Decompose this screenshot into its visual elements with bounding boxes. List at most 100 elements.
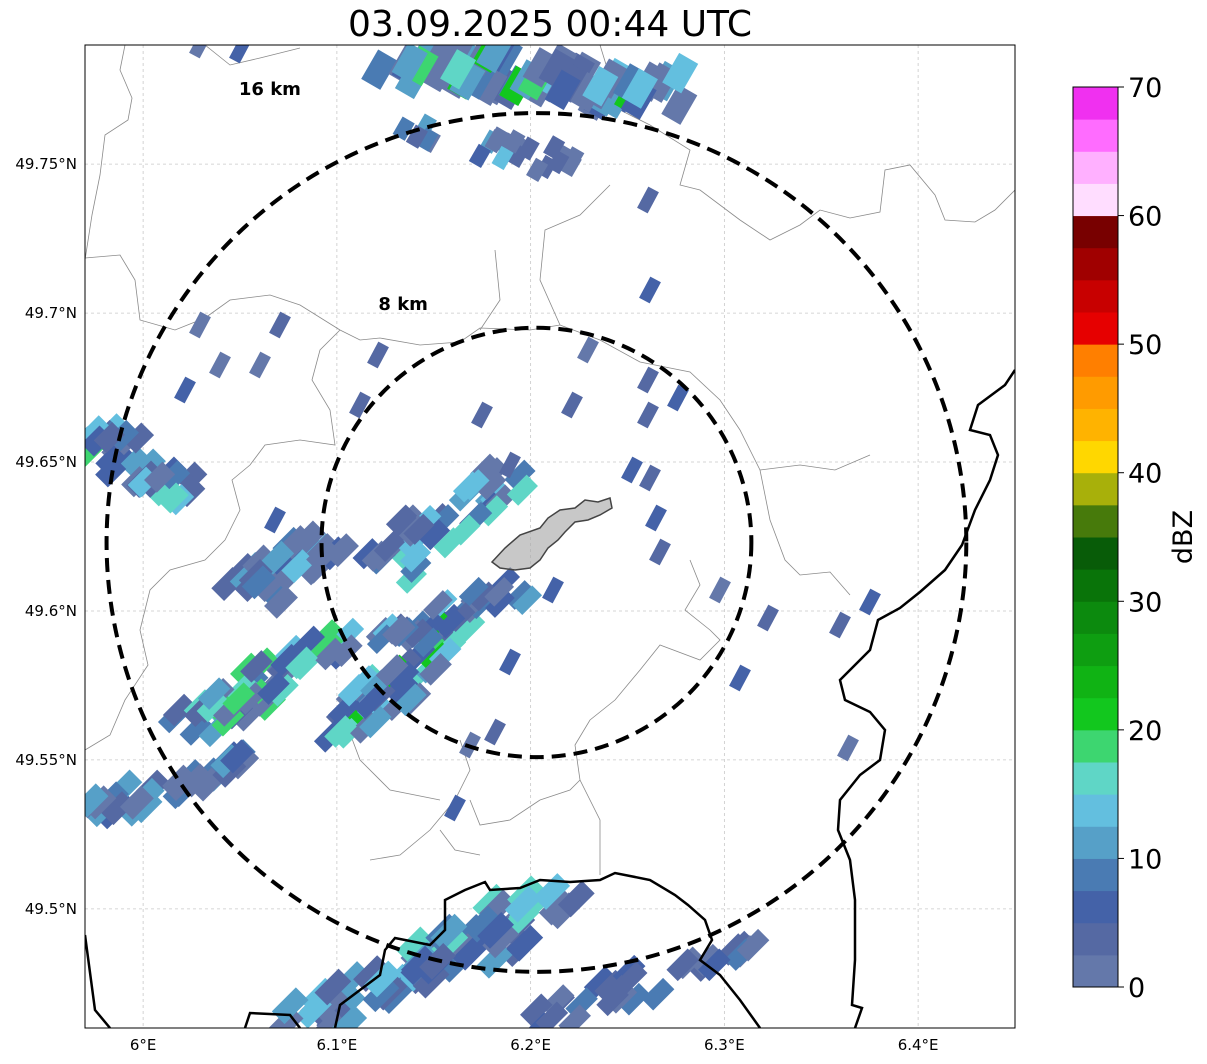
- y-tick-label: 49.55°N: [15, 751, 77, 769]
- map-title: 03.09.2025 00:44 UTC: [347, 4, 753, 45]
- radar-cell: [260, 540, 295, 575]
- colorbar-segment: [1073, 408, 1118, 442]
- colorbar-segment: [1073, 826, 1118, 859]
- radar-cell: [468, 581, 499, 612]
- radar-cell: [386, 660, 420, 694]
- radar-cell: [209, 351, 231, 379]
- radar-cell: [468, 143, 491, 169]
- radar-cell: [189, 45, 211, 59]
- radar-cell: [458, 576, 489, 607]
- colorbar-tick-label: 50: [1128, 330, 1162, 361]
- radar-cell: [266, 1005, 304, 1028]
- radar-cell: [159, 460, 191, 492]
- colorbar-segment: [1073, 633, 1118, 667]
- radar-cell: [281, 549, 316, 584]
- range-ring: [104, 111, 969, 974]
- radar-cell: [617, 982, 651, 1016]
- colorbar-tick-label: 60: [1128, 202, 1162, 233]
- radar-cell: [249, 351, 271, 379]
- radar-cell: [353, 955, 390, 992]
- radar-cell: [399, 541, 432, 573]
- colorbar-segment: [1073, 794, 1118, 827]
- radar-cell: [423, 590, 453, 620]
- radar-cell: [240, 650, 273, 683]
- y-tick-label: 49.5°N: [25, 900, 77, 918]
- radar-cell: [517, 136, 540, 161]
- colorbar-segment: [1073, 665, 1118, 699]
- colorbar-segment: [1073, 954, 1118, 988]
- radar-cell: [512, 585, 543, 616]
- radar-cell: [471, 401, 493, 429]
- colorbar: 0 10 20 30 40 50 60 70 dBZ: [1072, 73, 1199, 1004]
- radar-cell: [353, 686, 387, 720]
- range-ring-label: 16 km: [239, 79, 301, 100]
- radar-cell: [264, 506, 286, 534]
- radar-cell: [637, 401, 659, 429]
- colorbar-segment: [1073, 601, 1118, 634]
- colorbar-segment: [1073, 569, 1118, 602]
- radar-cell: [582, 65, 619, 107]
- radar-cell: [174, 376, 196, 404]
- radar-cell: [557, 880, 595, 918]
- radar-cell: [314, 637, 347, 671]
- colorbar-segment: [1073, 376, 1118, 409]
- x-tick-label: 6.3°E: [704, 1036, 745, 1054]
- radar-cell: [522, 47, 559, 88]
- radar-cell: [859, 588, 881, 616]
- range-ring-label: 8 km: [378, 294, 428, 315]
- x-tick-label: 6.1°E: [316, 1036, 357, 1054]
- radar-cell: [382, 614, 412, 645]
- radar-cell: [486, 126, 509, 151]
- radar-cell: [542, 576, 564, 604]
- radar-cell: [829, 611, 851, 639]
- radar-cell: [430, 913, 468, 951]
- radar-cell: [373, 530, 405, 562]
- radar-cell: [649, 538, 671, 566]
- radar-cell: [526, 157, 549, 183]
- radar-cell: [257, 672, 290, 705]
- radar-cell: [458, 469, 490, 501]
- radar-cell: [729, 664, 751, 692]
- radar-cell: [666, 948, 699, 982]
- colorbar-tick-label: 70: [1128, 73, 1162, 104]
- radar-cell: [405, 124, 428, 149]
- radar-cell: [391, 45, 428, 83]
- radar-cell: [504, 459, 536, 491]
- x-axis-ticks: 6°E 6.1°E 6.2°E 6.3°E 6.4°E: [130, 1036, 939, 1054]
- colorbar-segment: [1073, 119, 1118, 152]
- city-outline: [490, 497, 613, 571]
- radar-cell: [504, 885, 542, 923]
- colorbar-segment: [1073, 151, 1118, 184]
- radar-cell: [558, 1004, 591, 1028]
- x-tick-label: 6.2°E: [510, 1036, 551, 1054]
- radar-cell: [295, 991, 332, 1028]
- colorbar-segment: [1073, 504, 1118, 538]
- radar-cell: [375, 654, 409, 687]
- radar-cell: [396, 926, 434, 964]
- radar-cell: [499, 451, 521, 479]
- radar-cell: [401, 945, 438, 983]
- radar-cell: [220, 739, 255, 774]
- radar-cell: [667, 384, 689, 412]
- colorbar-segment: [1073, 762, 1118, 795]
- radar-cell: [544, 69, 581, 111]
- radar-cell: [583, 966, 617, 999]
- radar-cell: [440, 49, 477, 90]
- radar-cell: [637, 366, 659, 394]
- radar-cell: [435, 608, 466, 639]
- radar-cell: [485, 588, 515, 618]
- radar-cell: [538, 48, 575, 90]
- radar-cell: [736, 928, 770, 962]
- radar-cell: [349, 391, 371, 419]
- colorbar-segment: [1073, 183, 1118, 217]
- colorbar-segment: [1073, 87, 1118, 120]
- radar-cell: [232, 698, 265, 732]
- colorbar-segment: [1073, 312, 1118, 345]
- colorbar-tick-label: 30: [1128, 587, 1162, 618]
- radar-cell: [394, 683, 427, 717]
- y-tick-label: 49.6°N: [25, 602, 77, 620]
- radar-cell: [100, 791, 135, 826]
- colorbar-tick-label: 40: [1128, 459, 1162, 490]
- colorbar-segment: [1073, 537, 1118, 570]
- radar-cell: [757, 604, 779, 632]
